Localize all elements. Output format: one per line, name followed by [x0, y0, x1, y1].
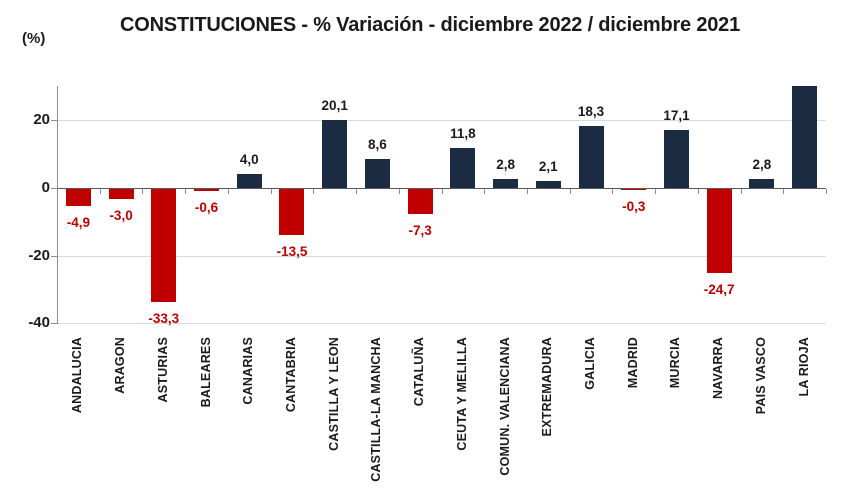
- plot-area: [57, 86, 827, 325]
- category-label-baleares: BALEARES: [198, 337, 213, 408]
- x-axis-tick-mark: [398, 189, 400, 194]
- value-label-baleares: -0,6: [194, 200, 219, 216]
- x-axis-zero-line: [57, 188, 826, 189]
- x-axis-tick-mark: [740, 189, 742, 194]
- category-label-cantabria: CANTABRIA: [283, 337, 298, 413]
- bar-aragon: [108, 189, 134, 200]
- category-label-asturias: ASTURIAS: [155, 337, 170, 403]
- x-axis-tick-mark: [441, 189, 443, 194]
- x-axis-tick-mark: [783, 189, 785, 194]
- bar-comun-valenciana: [493, 178, 519, 188]
- x-axis-tick-mark: [697, 189, 699, 194]
- bar-baleares: [194, 189, 220, 192]
- x-axis-tick-mark: [484, 189, 486, 194]
- x-axis-tick-mark: [99, 189, 101, 194]
- bar-cataluña: [407, 189, 433, 214]
- category-label-murcia: MURCIA: [668, 337, 683, 389]
- value-label-aragon: -3,0: [109, 208, 133, 224]
- value-label-asturias: -33,3: [148, 310, 180, 326]
- x-axis-tick-mark: [826, 189, 827, 194]
- value-label-andalucia: -4,9: [66, 214, 90, 230]
- value-label-ceuta-y-melilla: 11,8: [450, 126, 476, 142]
- y-tick-label-20: 20: [33, 111, 50, 129]
- y-tick-mark--40: [51, 323, 57, 325]
- x-axis-tick-mark: [356, 189, 358, 194]
- x-axis-tick-mark: [142, 189, 144, 194]
- value-label-pais-vasco: 2,8: [752, 156, 772, 172]
- value-label-canarias: 4,0: [239, 152, 259, 168]
- chart-title: CONSTITUCIONES - % Variación - diciembre…: [119, 14, 741, 36]
- y-tick-label-0: 0: [41, 179, 50, 196]
- category-label-andalucia: ANDALUCIA: [70, 337, 85, 414]
- bar-galicia: [578, 126, 604, 188]
- category-label-galicia: GALICIA: [583, 337, 598, 390]
- category-label-aragon: ARAGON: [113, 337, 128, 394]
- gridline--40: [57, 323, 826, 325]
- value-label-comun-valenciana: 2,8: [496, 156, 515, 172]
- value-label-navarra: -24,7: [703, 281, 735, 297]
- y-tick-label--20: -20: [28, 246, 50, 264]
- value-label-madrid: -0,3: [622, 199, 646, 214]
- y-tick-mark--20: [51, 255, 57, 257]
- category-label-extremadura: EXTREMADURA: [540, 337, 555, 437]
- bar-castilla-y-leon: [322, 119, 348, 188]
- gridline-20: [57, 120, 826, 122]
- value-label-galicia: 18,3: [577, 104, 605, 120]
- y-tick-label--40: -40: [28, 314, 50, 332]
- value-label-murcia: 17,1: [663, 108, 690, 124]
- category-label-comun-valenciana: COMUN. VALENCIANA: [497, 337, 512, 476]
- gridline--20: [57, 255, 826, 257]
- bar-murcia: [663, 130, 689, 188]
- category-label-castilla-la-mancha: CASTILLA-LA MANCHA: [369, 337, 384, 482]
- value-label-extremadura: 2,1: [538, 158, 558, 174]
- bar-navarra: [706, 189, 732, 273]
- bar-la-rioja: [792, 86, 818, 188]
- category-label-ceuta-y-melilla: CEUTA Y MELILLA: [454, 337, 469, 451]
- x-axis-tick-mark: [655, 189, 657, 194]
- y-axis-unit-label: (%): [22, 30, 46, 47]
- bar-castilla-la-mancha: [364, 158, 390, 188]
- category-label-madrid: MADRID: [625, 337, 640, 389]
- x-axis-tick-mark: [569, 189, 571, 194]
- value-label-castilla-y-leon: 20,1: [321, 97, 348, 113]
- bar-pais-vasco: [749, 178, 775, 188]
- x-axis-tick-mark: [227, 189, 229, 194]
- bar-cantabria: [279, 189, 305, 235]
- category-label-la-rioja: LA RIOJA: [796, 337, 811, 397]
- x-axis-tick-mark: [185, 189, 187, 194]
- category-label-navarra: NAVARRA: [711, 337, 726, 400]
- value-label-castilla-la-mancha: 8,6: [368, 136, 387, 152]
- y-axis-line: [57, 86, 58, 324]
- category-label-pais-vasco: PAIS VASCO: [753, 337, 768, 415]
- x-axis-tick-mark: [313, 189, 315, 194]
- bar-ceuta-y-melilla: [450, 148, 476, 188]
- x-axis-tick-mark: [270, 189, 272, 194]
- bar-extremadura: [535, 180, 561, 188]
- bar-andalucia: [65, 189, 91, 206]
- category-label-cataluña: CATALUÑA: [412, 337, 427, 407]
- value-label-cataluña: -7,3: [408, 222, 432, 238]
- y-tick-mark-20: [51, 120, 57, 122]
- bar-canarias: [236, 174, 262, 188]
- bar-asturias: [151, 189, 177, 302]
- x-axis-tick-mark: [612, 189, 614, 194]
- x-axis-tick-mark: [526, 189, 528, 194]
- bar-madrid: [621, 189, 647, 190]
- category-label-canarias: CANARIAS: [241, 337, 256, 405]
- y-tick-mark-0: [51, 188, 57, 189]
- value-label-cantabria: -13,5: [276, 243, 308, 259]
- category-label-castilla-y-leon: CASTILLA Y LEON: [326, 337, 341, 451]
